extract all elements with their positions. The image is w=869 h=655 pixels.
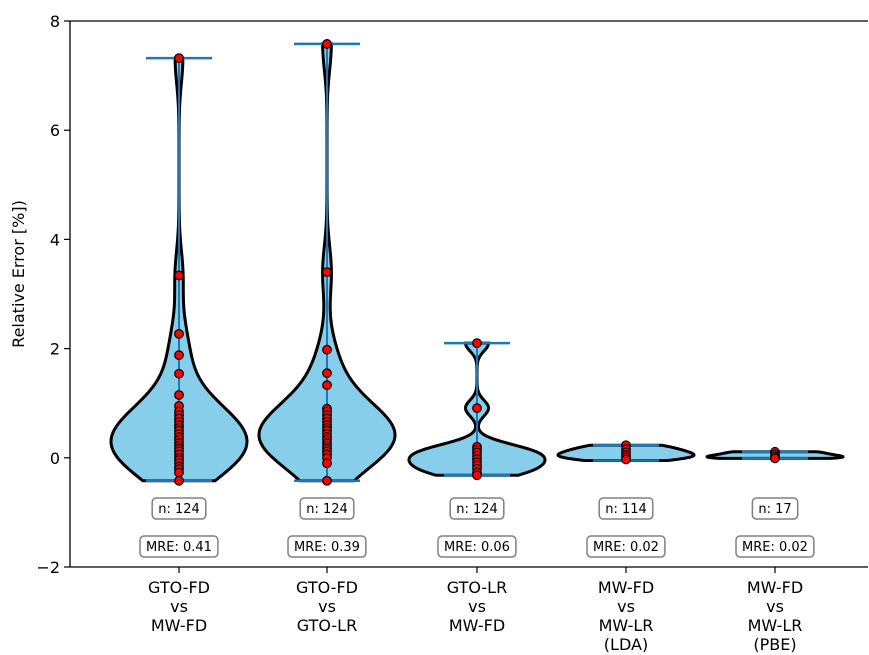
x-tick-label: GTO-LR vs MW-FD: [447, 578, 507, 635]
x-tick-label-line: vs: [766, 597, 784, 616]
mre-label-box: MRE: 0.06: [437, 535, 517, 558]
data-point: [322, 368, 332, 379]
y-tick-label: −2: [36, 558, 60, 577]
data-point: [174, 328, 184, 339]
violin-group-4: [556, 440, 696, 465]
x-tick-label: MW-FD vs MW-LR (PBE): [747, 578, 803, 654]
y-tick-label: 4: [50, 230, 60, 249]
mre-label: MRE: 0.06: [444, 540, 510, 555]
x-tick-label-line: MW-LR: [599, 616, 654, 635]
x-tick-label-line: GTO-LR: [297, 616, 357, 635]
n-count-label-box: n: 124: [299, 497, 355, 520]
x-tick-label: MW-FD vs MW-LR (LDA): [598, 578, 654, 654]
stat-labels-layer: n: 124 MRE: 0.41 n: 124 MRE: 0.39 n: 124 MRE:…: [139, 497, 815, 558]
x-tick-label-line: vs: [468, 597, 486, 616]
data-point: [174, 53, 184, 64]
y-tick-label: 2: [50, 340, 60, 359]
y-axis-label: Relative Error [%]): [9, 200, 28, 348]
x-tick-label-line: (LDA): [604, 635, 648, 654]
x-tick-label-line: MW-FD: [598, 578, 654, 597]
data-point: [322, 380, 332, 391]
x-tick-label-line: GTO-FD: [148, 578, 210, 597]
data-point: [322, 267, 332, 278]
data-point: [174, 368, 184, 379]
x-tick-label-line: (PBE): [753, 635, 796, 654]
n-count-label: n: 17: [758, 502, 791, 517]
violins-layer: [109, 39, 845, 486]
data-point: [322, 475, 332, 486]
x-tick-label: GTO-FD vs GTO-LR: [296, 578, 358, 635]
data-point: [472, 403, 482, 414]
mre-label-frame: [586, 535, 666, 558]
n-count-label-box: n: 114: [598, 497, 654, 520]
n-count-label-frame: [299, 497, 355, 520]
data-point: [472, 470, 482, 481]
data-point: [174, 475, 184, 486]
x-tick-label-line: MW-FD: [747, 578, 803, 597]
n-count-label-frame: [449, 497, 505, 520]
mre-label: MRE: 0.41: [146, 540, 212, 555]
mre-label-frame: [437, 535, 517, 558]
data-point: [322, 458, 332, 469]
n-count-label: n: 124: [306, 502, 348, 517]
data-point: [174, 390, 184, 400]
n-count-label: n: 124: [158, 502, 200, 517]
n-count-label-frame: [751, 497, 799, 520]
x-tick-label-line: vs: [318, 597, 336, 616]
data-point: [621, 454, 631, 465]
mre-label-frame: [139, 535, 219, 558]
data-point: [174, 270, 184, 281]
x-tick-label: GTO-FD vs MW-FD: [148, 578, 210, 635]
mre-label: MRE: 0.02: [593, 540, 659, 555]
x-tick-label-line: vs: [617, 597, 635, 616]
n-count-label-box: n: 17: [751, 497, 799, 520]
mre-label: MRE: 0.39: [294, 540, 360, 555]
x-tick-label-line: MW-LR: [748, 616, 803, 635]
x-tick-label-line: MW-FD: [151, 616, 207, 635]
data-point: [770, 453, 780, 464]
data-point: [174, 350, 184, 361]
violin-group-2: [257, 39, 397, 486]
x-tick-label-line: vs: [170, 597, 188, 616]
y-tick-label: 8: [50, 12, 60, 31]
mre-label-frame: [735, 535, 815, 558]
n-count-label-frame: [598, 497, 654, 520]
x-tick-label-line: GTO-LR: [447, 578, 507, 597]
mre-label-frame: [287, 535, 367, 558]
mre-label-box: MRE: 0.02: [735, 535, 815, 558]
violin-group-5: [705, 446, 845, 464]
n-count-label-box: n: 124: [449, 497, 505, 520]
n-count-label-frame: [151, 497, 207, 520]
data-point: [174, 467, 184, 478]
data-point: [472, 338, 482, 349]
data-point: [322, 39, 332, 49]
violin-group-3: [407, 338, 547, 481]
n-count-label: n: 114: [605, 502, 647, 517]
data-point: [322, 344, 332, 355]
mre-label-box: MRE: 0.39: [287, 535, 367, 558]
n-count-label-box: n: 124: [151, 497, 207, 520]
x-tick-label-line: MW-FD: [449, 616, 505, 635]
x-tick-label-line: GTO-FD: [296, 578, 358, 597]
y-tick-label: 6: [50, 121, 60, 140]
y-tick-label: 0: [50, 449, 60, 468]
mre-label: MRE: 0.02: [742, 540, 808, 555]
mre-label-box: MRE: 0.02: [586, 535, 666, 558]
mre-label-box: MRE: 0.41: [139, 535, 219, 558]
violin-group-1: [109, 53, 249, 486]
n-count-label: n: 124: [456, 502, 498, 517]
